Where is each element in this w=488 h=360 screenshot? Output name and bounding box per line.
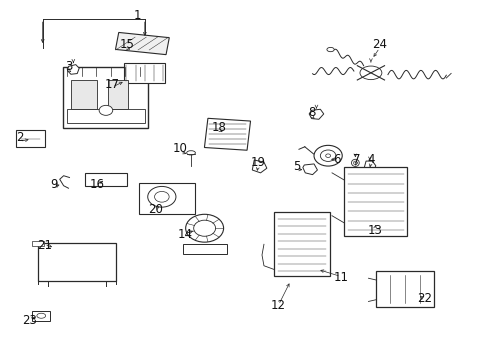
- Bar: [124, 63, 165, 83]
- Text: 16: 16: [90, 178, 105, 191]
- Bar: [139, 183, 194, 214]
- Ellipse shape: [193, 220, 215, 236]
- Text: 9: 9: [50, 178, 58, 191]
- Ellipse shape: [99, 105, 113, 115]
- Bar: [63, 67, 148, 128]
- Text: 13: 13: [366, 224, 382, 237]
- Polygon shape: [67, 64, 79, 74]
- Text: 15: 15: [119, 39, 134, 51]
- Bar: [183, 244, 226, 254]
- Text: 24: 24: [371, 39, 386, 51]
- Text: 5: 5: [293, 160, 300, 173]
- Text: 10: 10: [173, 142, 187, 155]
- Bar: [85, 173, 126, 185]
- Polygon shape: [308, 109, 323, 119]
- Bar: [204, 118, 250, 150]
- Text: 12: 12: [270, 299, 285, 312]
- Bar: [375, 271, 433, 307]
- Ellipse shape: [326, 48, 333, 52]
- Ellipse shape: [147, 186, 176, 207]
- Ellipse shape: [320, 150, 335, 161]
- Bar: [115, 32, 169, 55]
- Text: 21: 21: [37, 239, 52, 252]
- Text: 22: 22: [416, 292, 431, 305]
- Text: 19: 19: [250, 156, 265, 169]
- Text: 14: 14: [177, 228, 192, 241]
- Text: 4: 4: [366, 153, 374, 166]
- Text: 6: 6: [332, 153, 340, 166]
- Polygon shape: [252, 160, 266, 173]
- Bar: [273, 212, 329, 276]
- Text: 7: 7: [352, 153, 359, 166]
- Ellipse shape: [351, 159, 359, 166]
- Bar: [108, 80, 127, 109]
- Text: 11: 11: [333, 271, 347, 284]
- Bar: [71, 80, 97, 109]
- Ellipse shape: [353, 161, 357, 165]
- Ellipse shape: [313, 145, 342, 166]
- Bar: [32, 242, 44, 246]
- Bar: [38, 243, 116, 281]
- Text: 18: 18: [211, 121, 226, 134]
- Polygon shape: [364, 161, 375, 173]
- Text: 20: 20: [148, 203, 163, 216]
- Bar: [32, 311, 50, 321]
- Bar: [17, 130, 44, 148]
- Polygon shape: [302, 164, 317, 175]
- Bar: [67, 109, 144, 123]
- Text: 23: 23: [22, 314, 37, 327]
- Bar: [344, 167, 407, 236]
- Ellipse shape: [325, 154, 330, 157]
- Ellipse shape: [154, 192, 169, 202]
- Text: 17: 17: [104, 78, 120, 91]
- Ellipse shape: [186, 151, 195, 155]
- Ellipse shape: [185, 214, 223, 242]
- Ellipse shape: [37, 313, 45, 318]
- Text: 2: 2: [16, 131, 23, 144]
- Text: 8: 8: [307, 106, 315, 120]
- Text: 1: 1: [134, 9, 141, 22]
- Text: 3: 3: [65, 60, 72, 73]
